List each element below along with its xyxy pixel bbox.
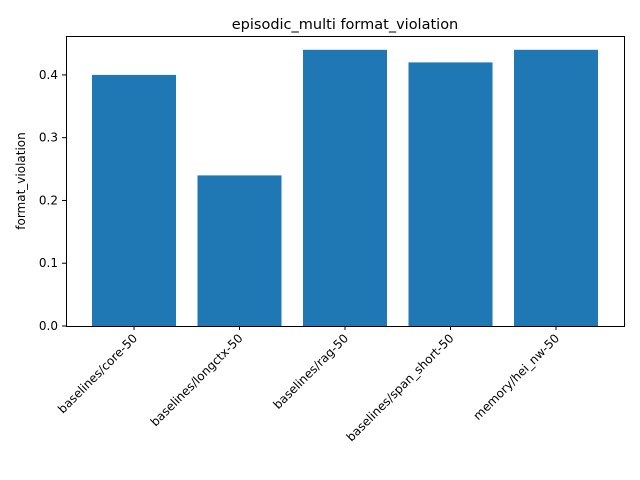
y-tick-label-0: 0.0 (39, 319, 58, 333)
y-axis-ticks: 0.0 0.1 0.2 0.3 0.4 (39, 68, 66, 333)
y-tick-label-1: 0.1 (39, 256, 58, 270)
y-tick-label-3: 0.3 (39, 131, 58, 145)
chart-title: episodic_multi format_violation (232, 17, 459, 33)
bar-3 (408, 62, 493, 327)
bar-0 (92, 74, 176, 327)
bar-1 (197, 175, 282, 326)
y-tick-label-4: 0.4 (39, 68, 58, 82)
y-axis-label: format_violation (14, 132, 28, 230)
bar-4 (514, 49, 598, 327)
y-tick-label-2: 0.2 (39, 193, 58, 207)
bar-series (92, 49, 598, 327)
bar-2 (303, 49, 387, 327)
